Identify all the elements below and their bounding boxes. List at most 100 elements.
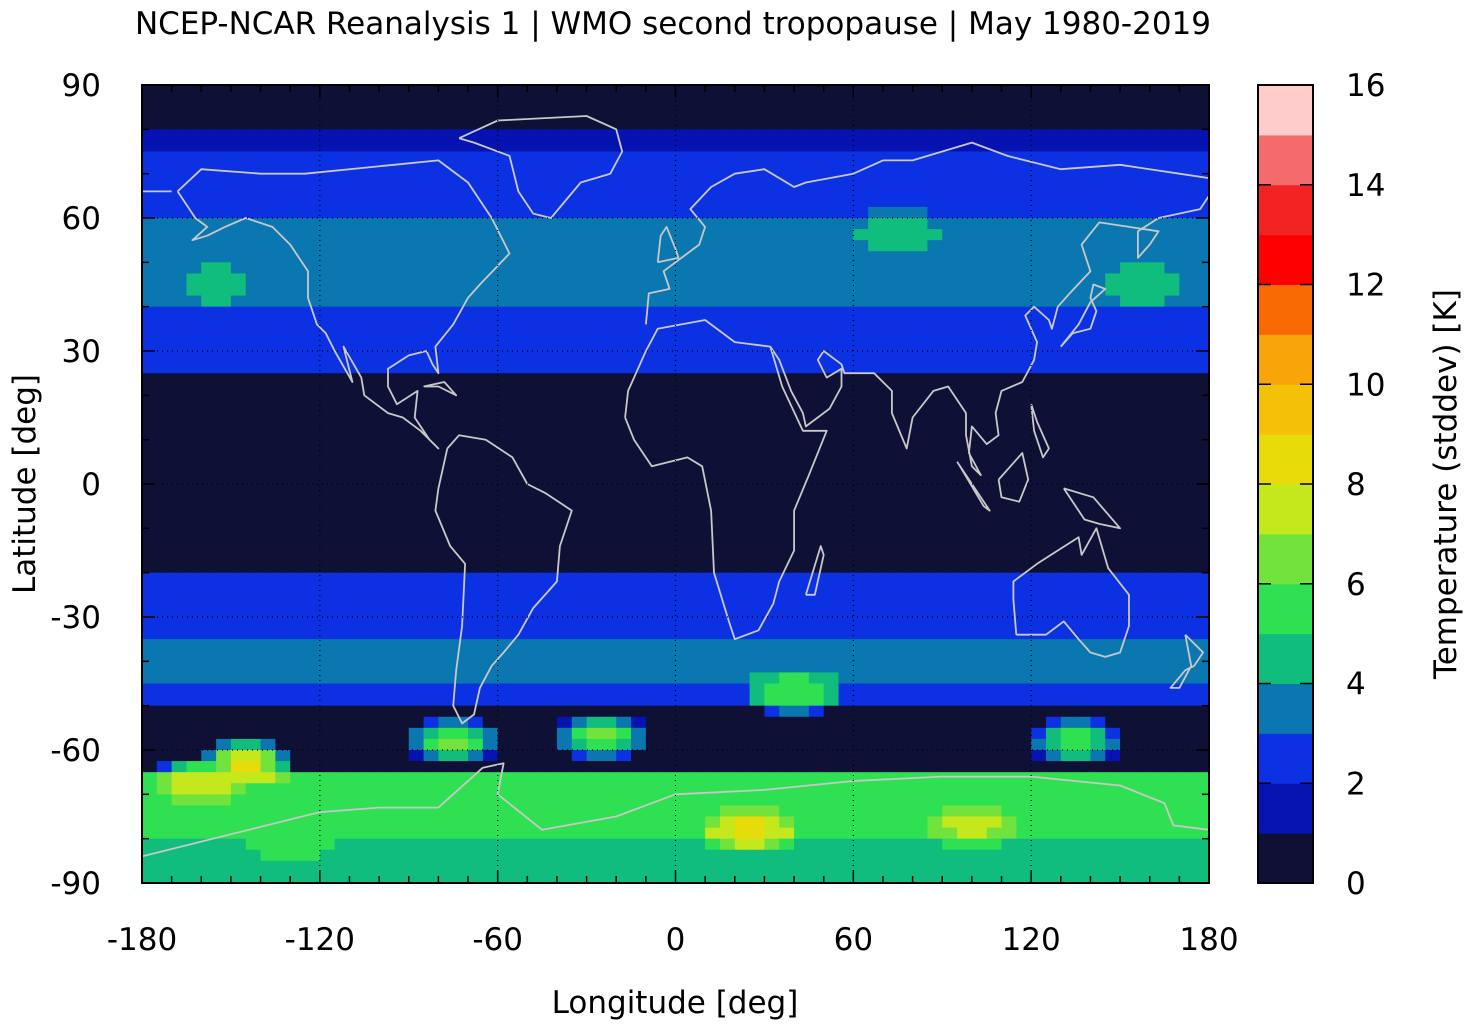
heat-cell [512,561,528,574]
heat-cell [305,384,321,396]
heat-cell [1164,273,1180,286]
heat-cell [986,617,1003,629]
heat-cell [1194,317,1210,330]
heat-cell [631,650,647,662]
heat-cell [808,251,825,263]
heat-cell [1105,428,1121,441]
heat-cell [423,229,439,241]
heat-cell [1149,472,1166,485]
heat-cell [675,206,691,219]
heat-cell [571,384,588,396]
heat-cell [334,495,351,507]
heat-cell [423,428,439,441]
heat-cell [438,240,454,252]
heat-cell [408,738,425,751]
heat-cell [601,306,617,319]
heat-cell [497,572,514,585]
heat-cell [201,761,217,773]
heat-cell [468,218,484,230]
heat-cell [660,273,677,286]
heat-cell [601,173,617,186]
heat-cell [823,705,840,718]
heat-cell [868,118,884,130]
heat-cell [660,206,677,219]
heat-cell [1060,140,1077,153]
heat-cell [794,339,810,352]
heat-cell [305,417,321,430]
heat-cell [379,827,395,840]
heat-cell [1001,805,1017,818]
heat-cell [1045,661,1062,674]
heat-cell [1045,805,1062,818]
heat-cell [912,118,929,130]
heat-cell [719,727,736,740]
heat-cell [275,772,291,784]
heat-cell [764,129,780,142]
heat-cell [1179,738,1195,751]
heat-cell [912,594,929,607]
heat-cell [1164,528,1180,541]
heat-cell [897,317,914,330]
heat-cell [260,583,276,596]
heat-cell [734,328,751,341]
heat-cell [349,594,365,607]
heat-cell [1090,262,1106,275]
heat-cell [749,317,766,330]
heat-cell [1090,738,1106,751]
heat-cell [1031,816,1047,829]
heat-cell [749,362,766,374]
heat-cell [734,816,751,829]
heat-cell [601,761,617,773]
heat-cell [156,439,173,452]
heat-cell [660,783,677,795]
heat-cell [468,484,484,496]
heat-cell [171,628,188,640]
heat-cell [497,284,514,297]
heat-cell [1060,838,1077,851]
heat-cell [764,750,780,762]
heat-cell [734,262,751,275]
heat-cell [571,495,588,507]
heat-cell [675,439,691,452]
heat-cell [823,118,840,130]
heat-cell [779,738,795,751]
heat-cell [201,96,217,108]
heat-cell [823,683,840,696]
heat-cell [1134,450,1151,463]
heat-cell [1120,107,1136,119]
heat-cell [1164,328,1180,341]
heat-cell [364,439,380,452]
heat-cell [171,151,188,164]
heat-cell [1149,118,1166,130]
heat-cell [482,240,499,252]
heat-cell [1179,827,1195,840]
heat-cell [468,639,484,651]
heat-cell [764,661,780,674]
heat-cell [1060,827,1077,840]
heat-cell [882,594,899,607]
heat-cell [1134,794,1151,807]
heat-cell [616,262,632,275]
heat-cell [571,284,588,297]
heat-cell [675,96,691,108]
heat-cell [453,439,469,452]
heat-cell [927,827,943,840]
heat-cell [912,539,929,552]
heat-cell [823,206,840,219]
heat-cell [1194,727,1210,740]
heat-cell [838,406,854,419]
heat-cell [660,517,677,529]
heat-cell [349,539,365,552]
heat-cell [260,716,276,729]
heat-cell [1134,140,1151,153]
heat-cell [156,461,173,474]
heat-cell [512,173,528,186]
heat-cell [438,783,454,795]
heat-cell [334,472,351,485]
heat-cell [1016,550,1032,563]
heat-cell [1045,339,1062,352]
heat-cell [290,794,306,807]
heat-cell [571,85,588,97]
heat-cell [1060,617,1077,629]
heat-cell [319,129,336,142]
